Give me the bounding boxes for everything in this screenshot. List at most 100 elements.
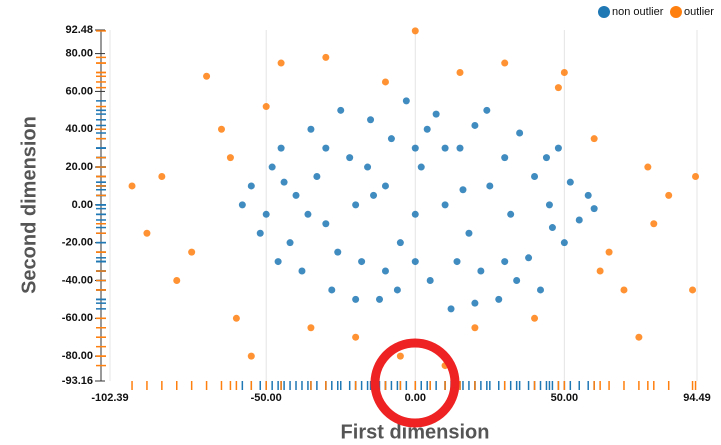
point (411, 210, 419, 218)
point (256, 229, 264, 237)
point (560, 239, 568, 247)
point (650, 220, 658, 228)
y-tick-label: 92.48 (65, 24, 93, 36)
point (596, 267, 604, 275)
y-tick-label: -20.00 (62, 237, 93, 249)
point (525, 254, 533, 262)
y-axis-title: Second dimension (18, 116, 40, 294)
point (447, 305, 455, 313)
point (262, 103, 270, 111)
point (396, 352, 404, 360)
point (307, 125, 315, 133)
point (590, 135, 598, 143)
point (605, 248, 613, 256)
y-tick-label: 60.00 (65, 85, 93, 97)
y-tick-label: -60.00 (62, 312, 93, 324)
point (286, 239, 294, 247)
x-tick-label: -102.39 (91, 392, 128, 404)
point (387, 135, 395, 143)
point (280, 178, 288, 186)
point (531, 314, 539, 322)
point (471, 324, 479, 332)
point (644, 163, 652, 171)
point (575, 216, 583, 224)
point (381, 182, 389, 190)
point (173, 276, 181, 284)
point (352, 295, 360, 303)
x-tick-label: 50.00 (551, 392, 579, 404)
point (689, 286, 697, 294)
point (459, 186, 467, 194)
point (381, 78, 389, 86)
legend-swatch (670, 6, 682, 18)
point (268, 163, 276, 171)
x-axis-title: First dimension (341, 421, 490, 443)
point (247, 182, 255, 190)
point (411, 27, 419, 35)
point (322, 53, 330, 61)
point (620, 286, 628, 294)
point (537, 286, 545, 294)
point (143, 229, 151, 237)
point (352, 333, 360, 341)
point (432, 110, 440, 118)
point (274, 258, 282, 266)
y-tick-label: -93.16 (62, 375, 93, 387)
x-tick-label: 94.49 (683, 392, 711, 404)
point (232, 314, 240, 322)
point (548, 224, 556, 232)
point (665, 191, 673, 199)
point (238, 201, 246, 209)
point (471, 121, 479, 129)
point (393, 286, 401, 294)
point (375, 295, 383, 303)
point (507, 210, 515, 218)
point (453, 258, 461, 266)
y-tick-label: -40.00 (62, 274, 93, 286)
point (334, 248, 342, 256)
point (456, 69, 464, 77)
point (584, 191, 592, 199)
point (516, 129, 524, 137)
point (396, 239, 404, 247)
point (217, 125, 225, 133)
point (456, 144, 464, 152)
point (554, 84, 562, 92)
point (158, 172, 166, 180)
point (692, 172, 700, 180)
point (367, 116, 375, 124)
point (277, 144, 285, 152)
point (483, 106, 491, 114)
x-tick-label: 0.00 (405, 392, 426, 404)
point (402, 97, 410, 105)
point (358, 258, 366, 266)
point (441, 144, 449, 152)
point (501, 59, 509, 67)
point (346, 154, 354, 162)
legend-label: non outlier (612, 6, 664, 18)
y-tick-label: 40.00 (65, 123, 93, 135)
point (566, 178, 574, 186)
point (277, 59, 285, 67)
point (381, 267, 389, 275)
point (262, 210, 270, 218)
y-tick-label: 20.00 (65, 161, 93, 173)
point (590, 205, 598, 213)
point (495, 295, 503, 303)
point (471, 299, 479, 307)
point (337, 106, 345, 114)
point (545, 201, 553, 209)
point (247, 352, 255, 360)
point (513, 276, 521, 284)
point (226, 154, 234, 162)
point (322, 144, 330, 152)
point (352, 201, 360, 209)
point (560, 69, 568, 77)
point (542, 154, 550, 162)
point (370, 191, 378, 199)
point (298, 267, 306, 275)
point (364, 163, 372, 171)
point (411, 144, 419, 152)
point (531, 172, 539, 180)
